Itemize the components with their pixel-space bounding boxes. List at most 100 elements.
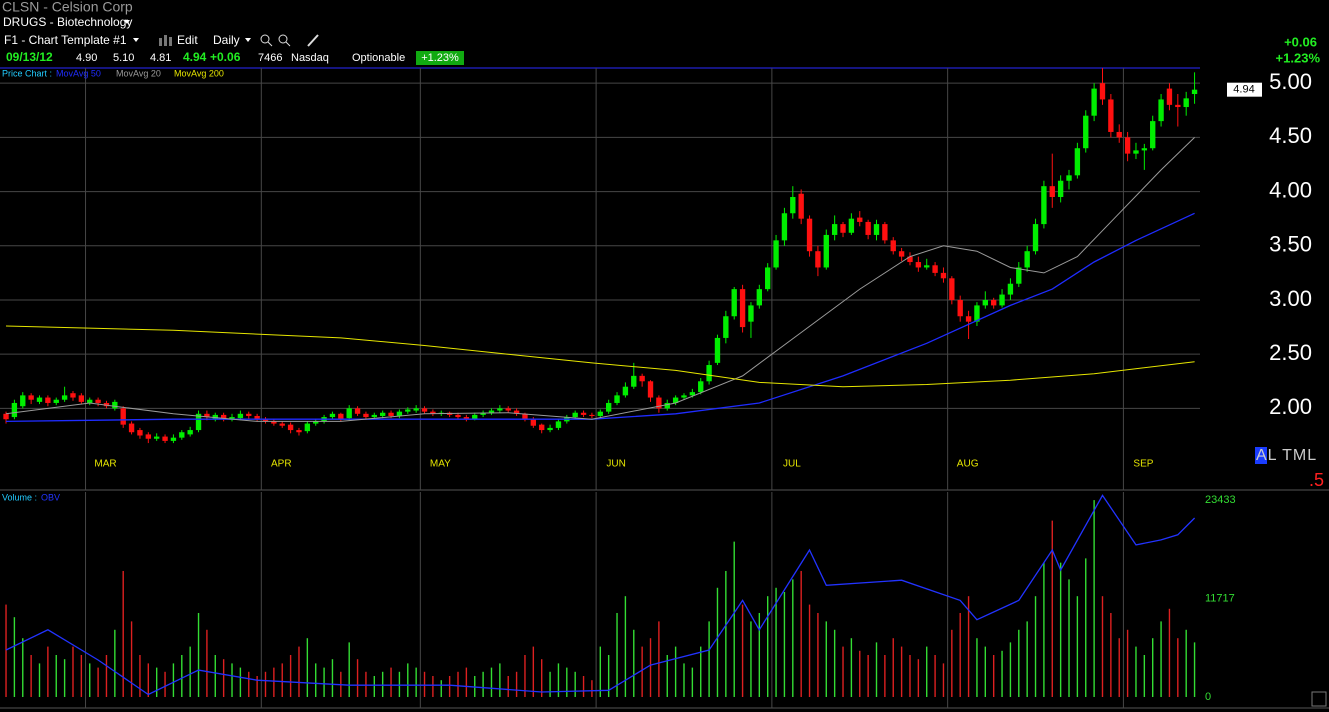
period-select[interactable]: Daily: [213, 33, 240, 47]
candle-body: [162, 436, 168, 441]
candle-body: [949, 278, 955, 300]
candle-body: [179, 432, 185, 438]
candle-body: [246, 413, 252, 416]
candle-body: [848, 218, 855, 233]
obv-line: [5, 494, 1196, 696]
scroll-corner[interactable]: [1311, 691, 1327, 707]
marks: [3, 68, 1198, 697]
quote-low: 4.81: [150, 52, 171, 64]
dropdown-arrow: [124, 20, 130, 24]
volume-tick-label: 11717: [1205, 592, 1235, 604]
candle-body: [463, 417, 470, 420]
moving-average: [5, 137, 1195, 422]
candle-body: [631, 375, 637, 387]
template[interactable]: F1 - Chart Template #1: [4, 33, 127, 47]
candle-body: [530, 419, 537, 426]
candle-body: [815, 251, 821, 268]
quote-last: 4.94: [183, 50, 207, 64]
candle-body: [137, 430, 143, 436]
candle-body: [731, 289, 737, 317]
quote-change: +0.06: [210, 50, 241, 64]
candle-body: [723, 316, 729, 338]
candle-body: [53, 399, 59, 403]
candle-body: [45, 397, 51, 403]
x-tick-label: MAR: [94, 459, 116, 470]
zoom-level: .5: [1309, 470, 1324, 490]
obv-legend: OBV: [41, 492, 60, 502]
candle-body: [36, 397, 43, 402]
volume-label: Volume :: [2, 492, 37, 502]
candle-body: [1116, 131, 1122, 138]
candle-body: [513, 410, 520, 414]
candle-body: [329, 413, 336, 418]
tag-highlight: [1255, 447, 1267, 464]
candle-body: [1091, 88, 1097, 116]
candle-body: [455, 414, 461, 418]
candle-body: [1191, 89, 1198, 95]
candle-body: [430, 411, 436, 414]
candle-body: [28, 395, 34, 400]
candle-body: [87, 399, 93, 403]
zoom-in[interactable]: [260, 34, 273, 47]
candle-body: [890, 240, 896, 252]
candle-body: [379, 412, 386, 416]
candle-body: [195, 413, 202, 431]
tags[interactable]: AL TML: [1256, 447, 1317, 464]
candle-body: [999, 294, 1005, 306]
y-tick-label: 3.50: [1269, 232, 1312, 257]
candle-body: [472, 414, 478, 420]
candle-body: [254, 415, 260, 420]
candle-body: [823, 234, 829, 268]
candle-body: [262, 419, 269, 422]
candle-body: [706, 365, 712, 382]
candle-body: [103, 402, 110, 407]
candle-body: [572, 412, 578, 418]
chart-icon[interactable]: [159, 35, 172, 46]
candle-body: [714, 337, 721, 363]
y-tick-label: 3.00: [1269, 286, 1312, 311]
legend-entry: MovAvg 50: [56, 68, 101, 78]
legend-entry: MovAvg 20: [116, 68, 161, 78]
candle-body: [1175, 104, 1181, 108]
draw-tool[interactable]: [307, 34, 319, 47]
candle-body: [1183, 98, 1189, 108]
candle-body: [1041, 186, 1047, 225]
candle-body: [338, 413, 344, 420]
x-tick-label: AUG: [957, 459, 979, 470]
candle-body: [78, 395, 85, 402]
industry[interactable]: DRUGS - Biotechnology: [3, 15, 132, 29]
candle-body: [405, 409, 411, 412]
candle-body: [739, 289, 746, 328]
x-tick-label: MAY: [430, 459, 451, 470]
candle-body: [882, 224, 888, 241]
candle-body: [681, 395, 687, 398]
candle-body: [1141, 148, 1148, 151]
candle-body: [840, 224, 846, 233]
price-tag-box: [1227, 82, 1262, 97]
candle-body: [1074, 148, 1081, 176]
edit-button[interactable]: Edit: [177, 33, 198, 47]
candle-body: [915, 262, 922, 268]
candle-body: [748, 305, 754, 322]
candle-body: [957, 299, 963, 317]
dropdown-arrow: [133, 38, 139, 42]
candle-body: [3, 413, 9, 420]
x-tick-label: JUN: [606, 459, 625, 470]
candle-body: [1108, 99, 1114, 132]
candle-body: [1049, 186, 1055, 197]
candle-body: [1133, 150, 1139, 154]
candle-body: [212, 414, 218, 420]
candle-body: [497, 408, 503, 411]
y-tick-label: 4.50: [1269, 123, 1312, 148]
candle-body: [907, 256, 913, 263]
zoom-out[interactable]: [278, 34, 291, 47]
candle-body: [756, 289, 763, 306]
x-tick-label: SEP: [1133, 459, 1153, 470]
candle-body: [622, 386, 629, 396]
candle-body: [413, 408, 419, 411]
candle-body: [1057, 180, 1064, 197]
candle-body: [539, 424, 545, 431]
quote-pct: +1.23%: [421, 52, 459, 64]
candle-body: [857, 217, 863, 222]
